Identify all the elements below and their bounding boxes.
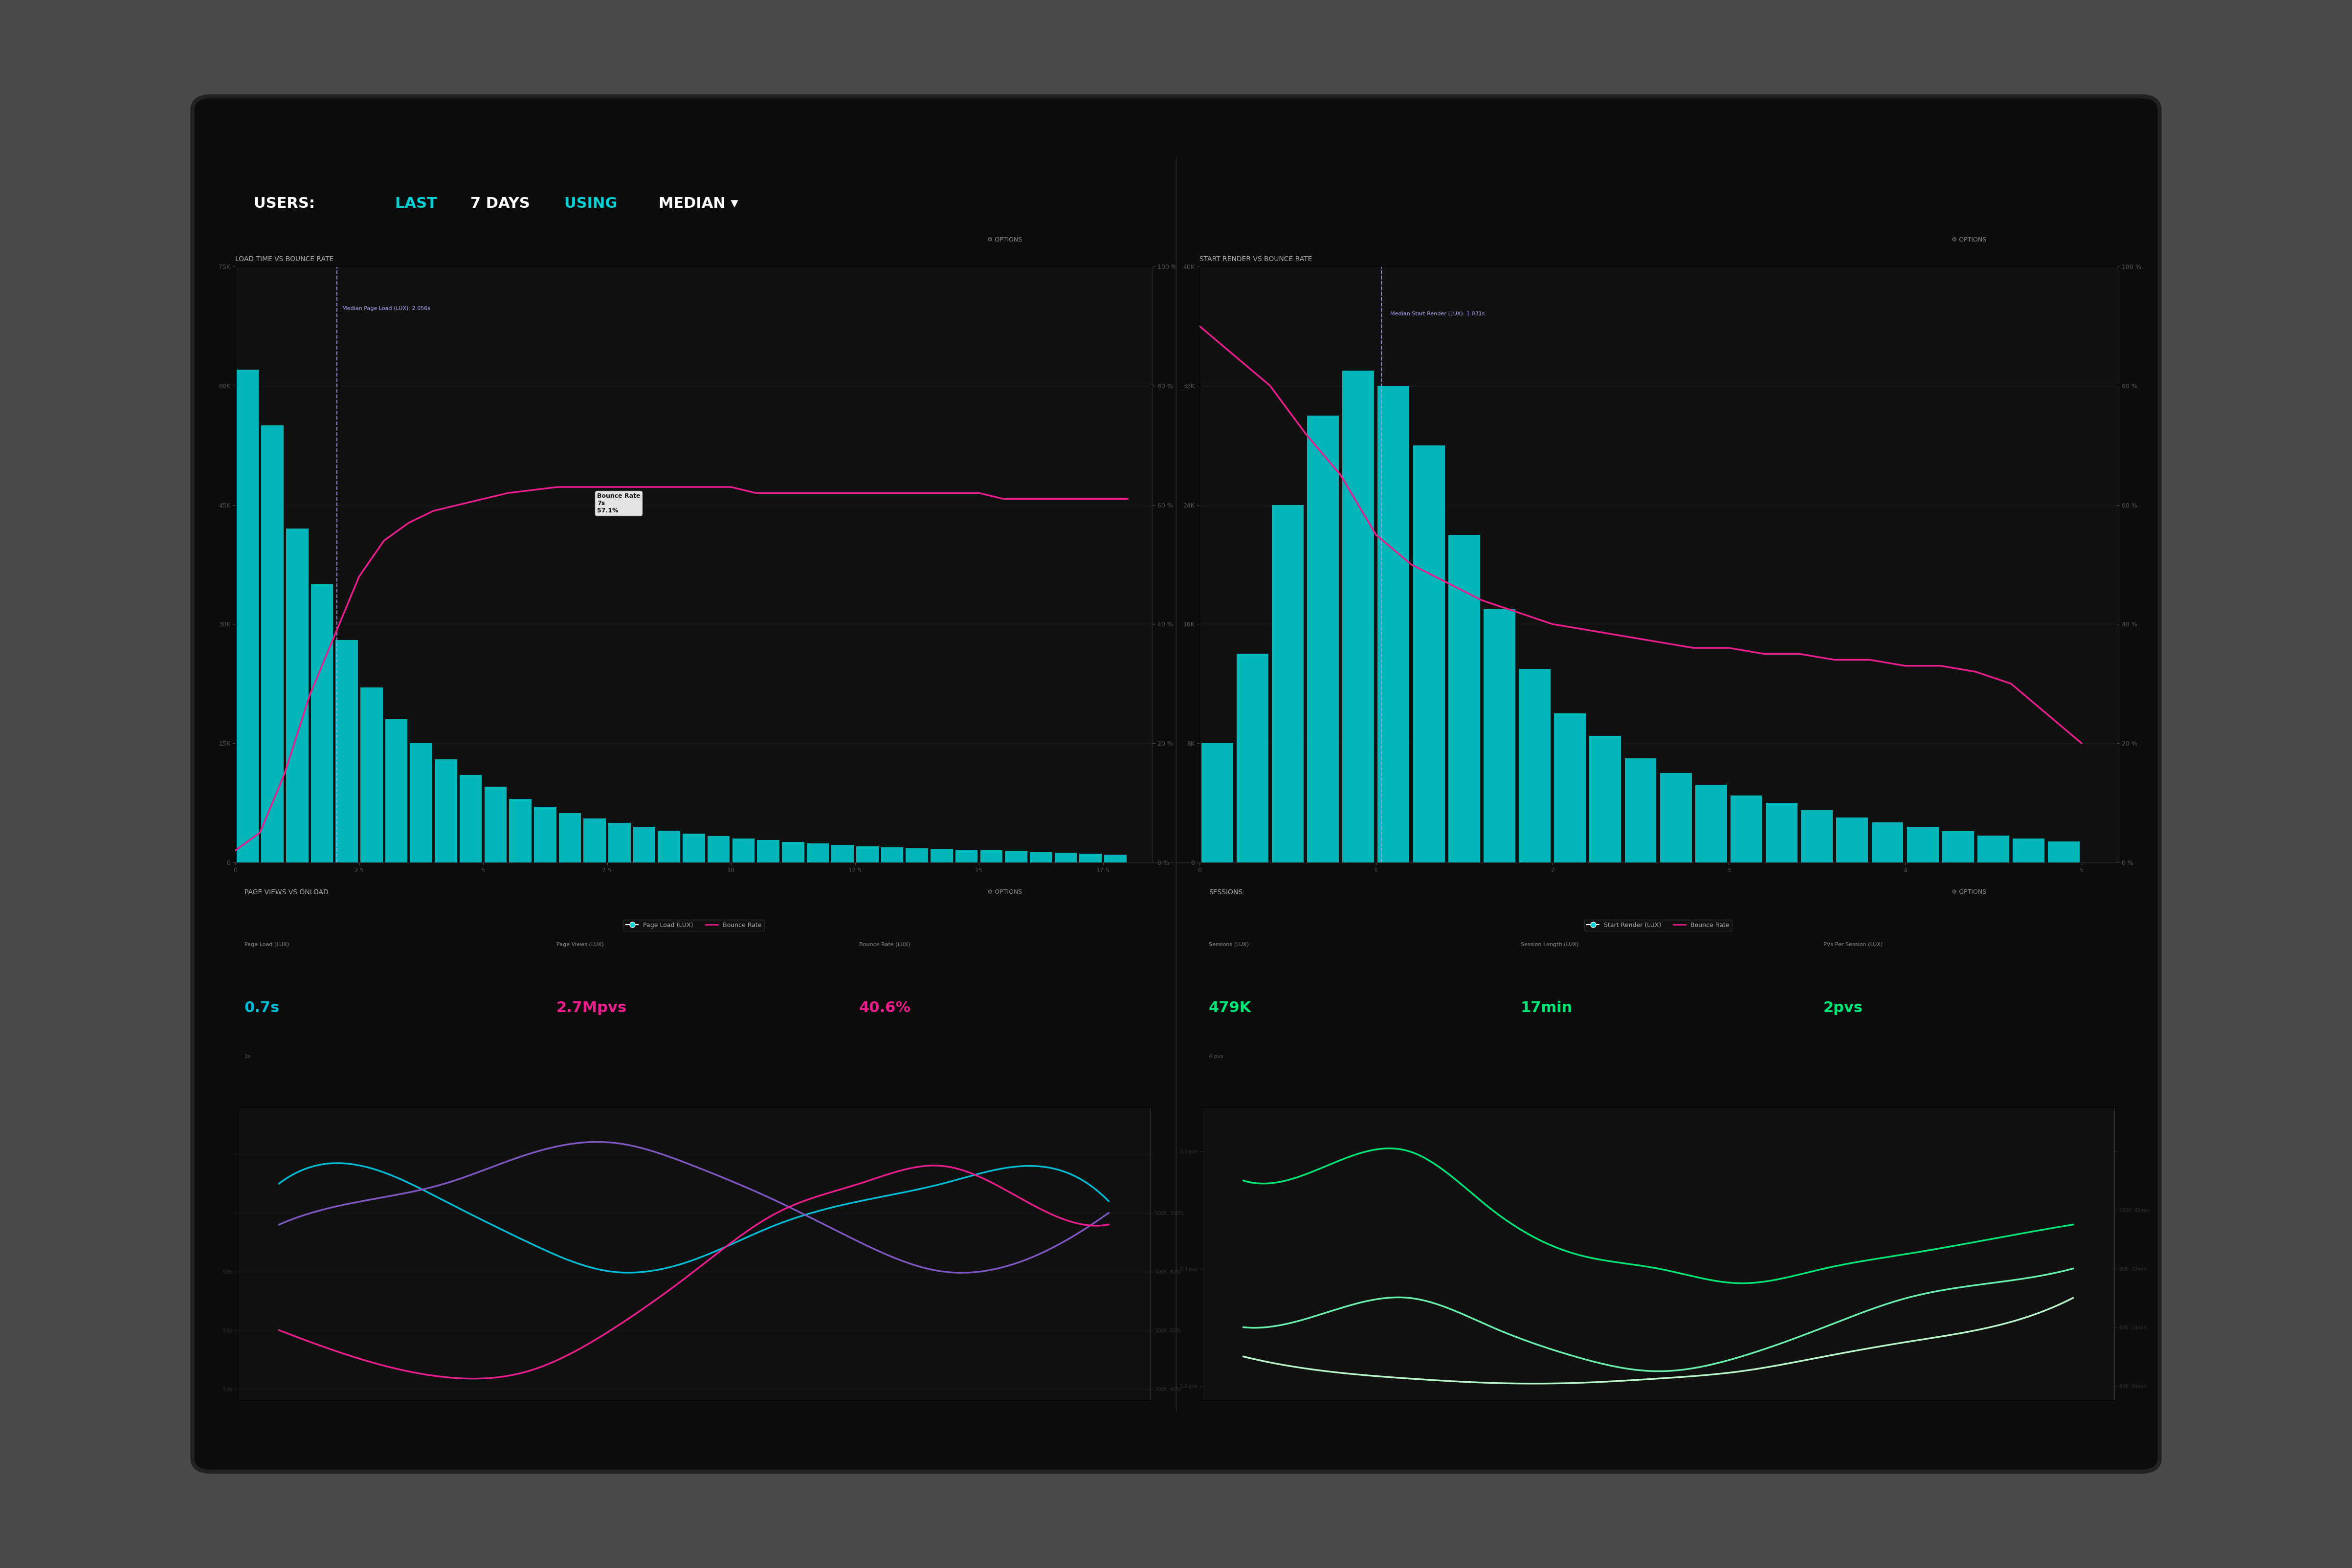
Bar (534, 808, 557, 862)
Text: Median Page Load (LUX): 2.056s: Median Page Load (LUX): 2.056s (341, 306, 430, 310)
Text: 2pvs: 2pvs (1823, 1000, 1863, 1014)
Bar (336, 640, 358, 862)
Text: 17min: 17min (1522, 1000, 1573, 1014)
Bar (609, 823, 630, 862)
Bar (287, 528, 308, 862)
Bar (1696, 786, 1726, 862)
Bar (1978, 836, 2009, 862)
Text: 1s: 1s (245, 1054, 252, 1058)
Bar (1802, 811, 1832, 862)
Legend: Start Render (LUX), Bounce Rate: Start Render (LUX), Bounce Rate (1585, 919, 1731, 931)
Bar (1343, 370, 1374, 862)
Bar (1872, 822, 1903, 862)
Bar (1943, 831, 1973, 862)
Bar (1766, 803, 1797, 862)
Bar (1731, 795, 1762, 862)
Bar (1308, 416, 1338, 862)
Bar (1590, 735, 1621, 862)
Text: Bounce Rate
7s
57.1%: Bounce Rate 7s 57.1% (597, 492, 640, 514)
Text: ⚙ OPTIONS: ⚙ OPTIONS (988, 889, 1023, 895)
Text: Page Views (LUX): Page Views (LUX) (557, 942, 604, 947)
Bar (757, 840, 779, 862)
Text: ⚙ OPTIONS: ⚙ OPTIONS (1952, 237, 1987, 243)
Bar (1054, 853, 1077, 862)
Bar (833, 845, 854, 862)
Bar (459, 775, 482, 862)
FancyBboxPatch shape (193, 96, 2159, 1472)
Bar (1202, 743, 1232, 862)
Bar (1907, 826, 1938, 862)
Bar (1661, 773, 1691, 862)
Text: Bounce Rate (LUX): Bounce Rate (LUX) (858, 942, 910, 947)
Text: USERS:: USERS: (254, 196, 320, 212)
Bar (435, 759, 456, 862)
Text: SESSIONS: SESSIONS (1209, 889, 1242, 895)
Text: LAST: LAST (395, 196, 442, 212)
Bar (807, 844, 828, 862)
Bar (708, 836, 729, 862)
Bar (906, 848, 929, 862)
Bar (1625, 757, 1656, 862)
Bar (583, 818, 607, 862)
Bar (931, 848, 953, 862)
Bar (1519, 668, 1550, 862)
Bar (238, 370, 259, 862)
Text: Session Length (LUX): Session Length (LUX) (1522, 942, 1578, 947)
Text: PAGE VIEWS VS ONLOAD: PAGE VIEWS VS ONLOAD (245, 889, 329, 895)
Bar (2049, 842, 2079, 862)
Bar (781, 842, 804, 862)
Bar (731, 839, 755, 862)
Bar (1103, 855, 1127, 862)
Text: 0.7s: 0.7s (245, 1000, 280, 1014)
Bar (1449, 535, 1479, 862)
Text: Sessions (LUX): Sessions (LUX) (1209, 942, 1249, 947)
Bar (659, 831, 680, 862)
Text: 2.7Mpvs: 2.7Mpvs (557, 1000, 626, 1014)
Bar (2013, 839, 2044, 862)
Text: 7 DAYS: 7 DAYS (470, 196, 536, 212)
Text: Median Start Render (LUX): 1.031s: Median Start Render (LUX): 1.031s (1390, 310, 1484, 317)
Bar (360, 688, 383, 862)
Bar (409, 743, 433, 862)
Bar (981, 850, 1002, 862)
Text: Page Load (LUX): Page Load (LUX) (245, 942, 289, 947)
Text: 40.6%: 40.6% (858, 1000, 910, 1014)
Bar (1030, 851, 1051, 862)
Text: ⚙ OPTIONS: ⚙ OPTIONS (1952, 889, 1987, 895)
Text: START RENDER VS BOUNCE RATE: START RENDER VS BOUNCE RATE (1200, 256, 1312, 262)
Bar (508, 798, 532, 862)
Bar (1555, 713, 1585, 862)
Bar (856, 847, 880, 862)
Bar (1837, 817, 1867, 862)
Bar (633, 826, 656, 862)
Bar (261, 425, 285, 862)
Bar (310, 585, 334, 862)
Text: USING: USING (564, 196, 623, 212)
Bar (386, 720, 407, 862)
Bar (1272, 505, 1303, 862)
Bar (1378, 386, 1409, 862)
Text: LOAD TIME VS BOUNCE RATE: LOAD TIME VS BOUNCE RATE (235, 256, 334, 262)
Text: 479K: 479K (1209, 1000, 1251, 1014)
Bar (882, 847, 903, 862)
Bar (682, 834, 706, 862)
Bar (1237, 654, 1268, 862)
Bar (1080, 853, 1101, 862)
Bar (560, 814, 581, 862)
Bar (955, 850, 978, 862)
Bar (1484, 608, 1515, 862)
Text: 4 pvs: 4 pvs (1209, 1054, 1223, 1058)
Text: MEDIAN ▾: MEDIAN ▾ (659, 196, 739, 212)
Text: ⚙ OPTIONS: ⚙ OPTIONS (988, 237, 1023, 243)
Bar (1004, 851, 1028, 862)
Text: PVs Per Session (LUX): PVs Per Session (LUX) (1823, 942, 1882, 947)
Legend: Page Load (LUX), Bounce Rate: Page Load (LUX), Bounce Rate (623, 919, 764, 931)
Bar (485, 787, 506, 862)
Bar (1414, 445, 1444, 862)
